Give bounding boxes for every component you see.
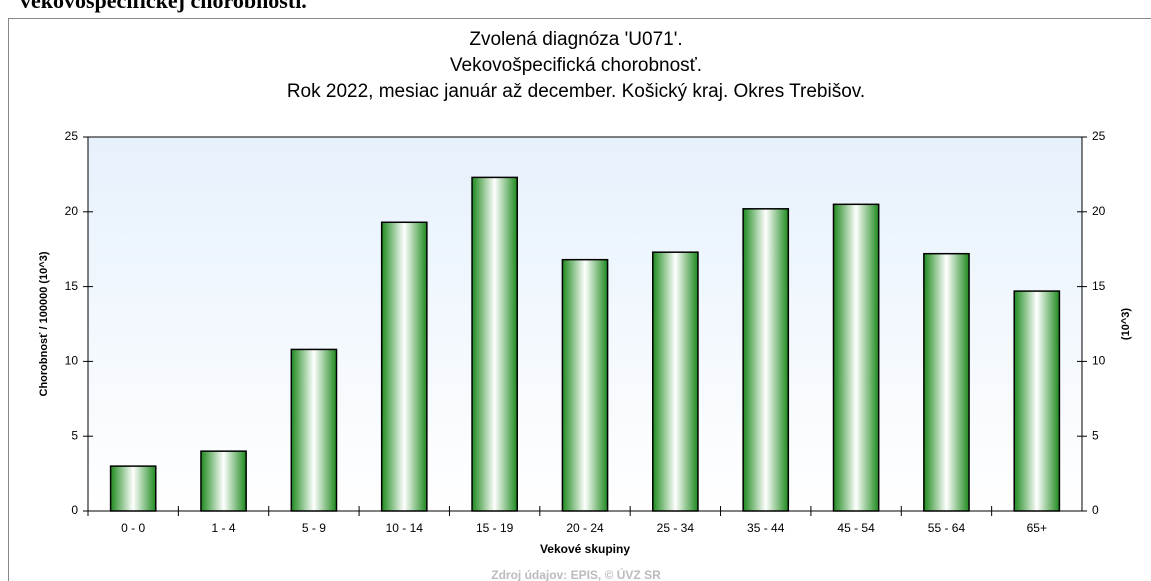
bar [380,221,428,512]
y-tick-label: 15 [65,279,79,293]
bar [561,258,609,512]
bar [1013,290,1061,512]
y2-tick-label: 5 [1092,428,1099,442]
page-heading: vekovošpecifickej chorobnosti. [20,0,307,13]
chart-title: Rok 2022, mesiac január až december. Koš… [287,81,865,102]
chart-title: Vekovošpecifická chorobnosť. [450,55,702,76]
x-tick-label: 1 - 4 [212,521,236,535]
x-tick-label: 25 - 34 [657,521,695,535]
y-tick-label: 10 [65,354,79,368]
bar [923,252,970,512]
x-tick-label: 0 - 0 [121,521,145,535]
y-tick-label: 5 [71,428,78,442]
x-tick-label: 55 - 64 [928,521,966,535]
x-tick-label: 10 - 14 [386,521,424,535]
bar [652,251,699,512]
y2-axis-label: (10^3) [1120,308,1132,340]
y-tick-label: 0 [71,503,78,517]
y2-tick-label: 10 [1092,354,1106,368]
x-axis-label: Vekové skupiny [540,542,630,556]
y-tick-label: 25 [65,129,79,143]
bar [290,348,338,512]
chart-title: Zvolená diagnóza 'U071'. [469,29,682,50]
bar [200,450,247,512]
bar [471,176,518,512]
x-tick-label: 35 - 44 [747,521,785,535]
x-tick-label: 5 - 9 [302,521,326,535]
bar [742,208,790,512]
x-tick-label: 15 - 19 [476,521,514,535]
x-tick-label: 65+ [1027,521,1047,535]
x-tick-label: 45 - 54 [837,521,875,535]
bar [832,203,880,512]
x-tick-label: 20 - 24 [566,521,604,535]
source-note: Zdroj údajov: EPIS, © ÚVZ SR [491,567,661,581]
y2-tick-label: 0 [1092,503,1099,517]
y2-tick-label: 20 [1092,204,1106,218]
y-tick-label: 20 [65,204,79,218]
y2-tick-label: 25 [1092,129,1106,143]
y-axis-label: Chorobnosť / 100000 (10^3) [38,251,50,396]
bar [109,465,157,512]
y2-tick-label: 15 [1092,279,1106,293]
